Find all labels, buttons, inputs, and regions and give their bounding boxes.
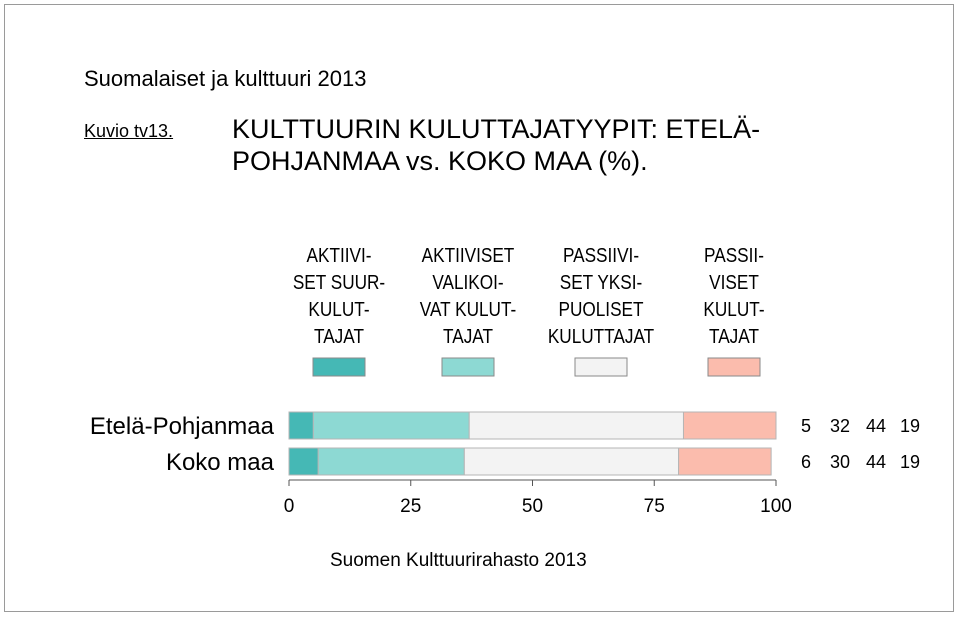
value-label: 6 xyxy=(801,452,811,472)
legend-label-line: TAJAT xyxy=(709,325,759,348)
legend-label-line: PASSII- xyxy=(704,244,764,267)
legend-swatch xyxy=(312,357,366,377)
legend-label-line: KULUT- xyxy=(308,298,369,321)
bar-segment xyxy=(312,411,470,440)
bar-segment xyxy=(468,411,684,440)
x-tick-label: 75 xyxy=(644,496,665,517)
value-label: 32 xyxy=(830,416,850,436)
legend-label-line: TAJAT xyxy=(443,325,493,348)
bar-segment xyxy=(317,447,465,476)
value-label: 30 xyxy=(830,452,850,472)
legend-label-line: VISET xyxy=(709,271,759,294)
legend-label-line: SET SUUR- xyxy=(293,271,385,294)
source-note: Suomen Kulttuurirahasto 2013 xyxy=(330,550,587,571)
bar-segment xyxy=(288,411,314,440)
value-label: 19 xyxy=(900,452,920,472)
bar-segment xyxy=(463,447,680,476)
figure-label: Kuvio tv13. xyxy=(84,121,174,141)
category-label: Koko maa xyxy=(166,449,275,476)
legend-label-line: AKTIIVI- xyxy=(307,244,372,267)
legend-label-line: VALIKOI- xyxy=(432,271,503,294)
figure-frame xyxy=(4,4,954,612)
x-tick-label: 25 xyxy=(400,496,421,517)
legend-label-line: KULUT- xyxy=(703,298,764,321)
bar-segment xyxy=(288,447,319,476)
legend-label-line: KULUTTAJAT xyxy=(548,325,654,348)
legend-swatch xyxy=(441,357,495,377)
value-label: 44 xyxy=(866,416,886,436)
x-tick-label: 0 xyxy=(284,496,295,517)
category-label: Etelä-Pohjanmaa xyxy=(90,413,275,440)
legend-label-line: PASSIIVI- xyxy=(563,244,639,267)
legend-label-line: TAJAT xyxy=(314,325,364,348)
value-label: 44 xyxy=(866,452,886,472)
value-label: 5 xyxy=(801,416,811,436)
x-tick-label: 50 xyxy=(522,496,543,517)
legend-swatch xyxy=(574,357,628,377)
legend-label-line: SET YKSI- xyxy=(560,271,642,294)
bar-segment xyxy=(678,447,772,476)
legend-swatch xyxy=(707,357,761,377)
chart-title: KULTTUURIN KULUTTAJATYYPIT: ETELÄ-POHJAN… xyxy=(232,114,761,176)
x-tick-label: 100 xyxy=(760,496,792,517)
supertitle: Suomalaiset ja kulttuuri 2013 xyxy=(84,66,367,91)
legend-label-line: AKTIIVISET xyxy=(422,244,515,267)
value-label: 19 xyxy=(900,416,920,436)
legend-label-line: PUOLISET xyxy=(558,298,643,321)
legend-label-line: VAT KULUT- xyxy=(420,298,516,321)
bar-segment xyxy=(682,411,777,440)
